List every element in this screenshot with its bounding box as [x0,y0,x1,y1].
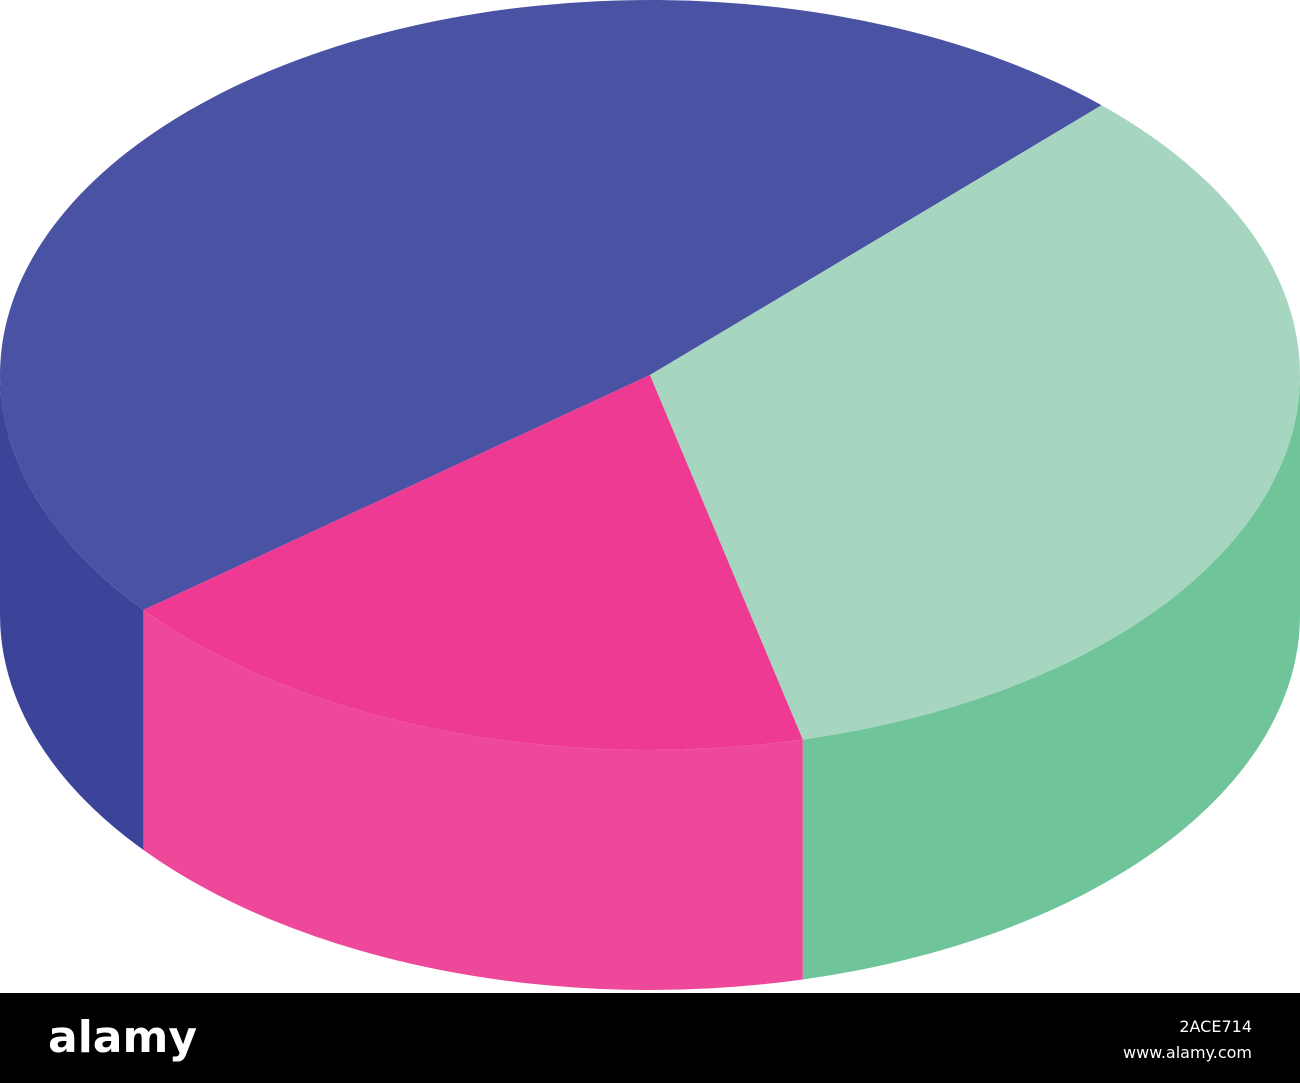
pie-side [0,375,144,850]
pie-slice [0,0,1102,610]
pie-slice [650,105,1300,740]
footer-image-id: 2ACE714 [1179,1017,1252,1036]
footer-url: www.alamy.com [1123,1043,1252,1062]
footer-logo: alamy [48,1012,197,1063]
footer-bar [0,993,1300,1083]
pie-side [143,609,803,990]
pie-slice [143,375,803,750]
pie-side [802,375,1300,980]
